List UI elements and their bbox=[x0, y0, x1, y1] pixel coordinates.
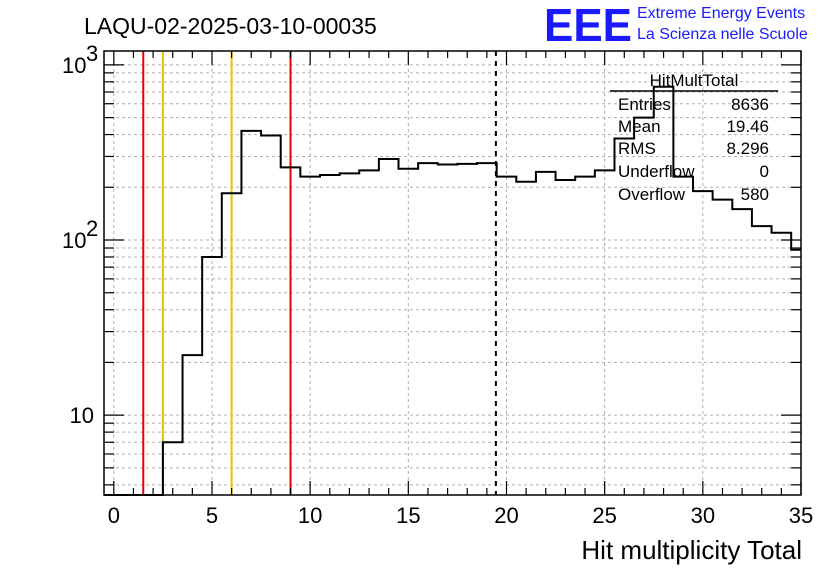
grid-lines bbox=[104, 51, 802, 495]
brand-line-2: La Scienza nelle Scuole bbox=[637, 26, 808, 43]
plot-frame bbox=[103, 50, 802, 496]
x-axis: 0 5 10 15 20 25 30 35 bbox=[108, 51, 813, 528]
stat-value-mean: 19.46 bbox=[726, 117, 769, 136]
x-tick-label: 10 bbox=[298, 503, 322, 528]
stat-value-underflow: 0 bbox=[760, 162, 769, 181]
chart-title: LAQU-02-2025-03-10-00035 bbox=[84, 13, 377, 39]
x-tick-label: 15 bbox=[396, 503, 420, 528]
stat-label-overflow: Overflow bbox=[618, 185, 686, 204]
stat-value-entries: 8636 bbox=[731, 95, 769, 114]
eee-logo: EEE Extreme Energy Events La Scienza nel… bbox=[544, 0, 808, 51]
stat-label-rms: RMS bbox=[618, 139, 656, 158]
y-tick-label: 10 bbox=[70, 403, 94, 428]
x-tick-label: 20 bbox=[494, 503, 518, 528]
y-tick-exponent: 2 bbox=[86, 216, 98, 241]
x-tick-label: 30 bbox=[691, 503, 715, 528]
y-tick-exponent: 3 bbox=[86, 41, 98, 66]
y-tick-label: 10 bbox=[62, 53, 86, 78]
stat-label-mean: Mean bbox=[618, 117, 661, 136]
stat-label-entries: Entries bbox=[618, 95, 671, 114]
stat-value-overflow: 580 bbox=[741, 185, 769, 204]
stats-box-title: HitMultTotal bbox=[650, 71, 739, 90]
brand-line-1: Extreme Energy Events bbox=[637, 5, 805, 22]
x-tick-label: 5 bbox=[206, 503, 218, 528]
x-tick-label: 25 bbox=[592, 503, 616, 528]
stat-label-underflow: Underflow bbox=[618, 162, 695, 181]
x-tick-label: 0 bbox=[108, 503, 120, 528]
x-axis-label: Hit multiplicity Total bbox=[581, 535, 802, 565]
y-tick-label: 10 bbox=[62, 228, 86, 253]
stat-value-rms: 8.296 bbox=[726, 139, 769, 158]
x-tick-label: 35 bbox=[789, 503, 813, 528]
stats-box: HitMultTotal Entries 8636 Mean 19.46 RMS… bbox=[610, 71, 778, 204]
reference-lines bbox=[142, 51, 497, 495]
histogram-series bbox=[104, 85, 801, 496]
eee-logo-text: EEE bbox=[544, 0, 632, 51]
